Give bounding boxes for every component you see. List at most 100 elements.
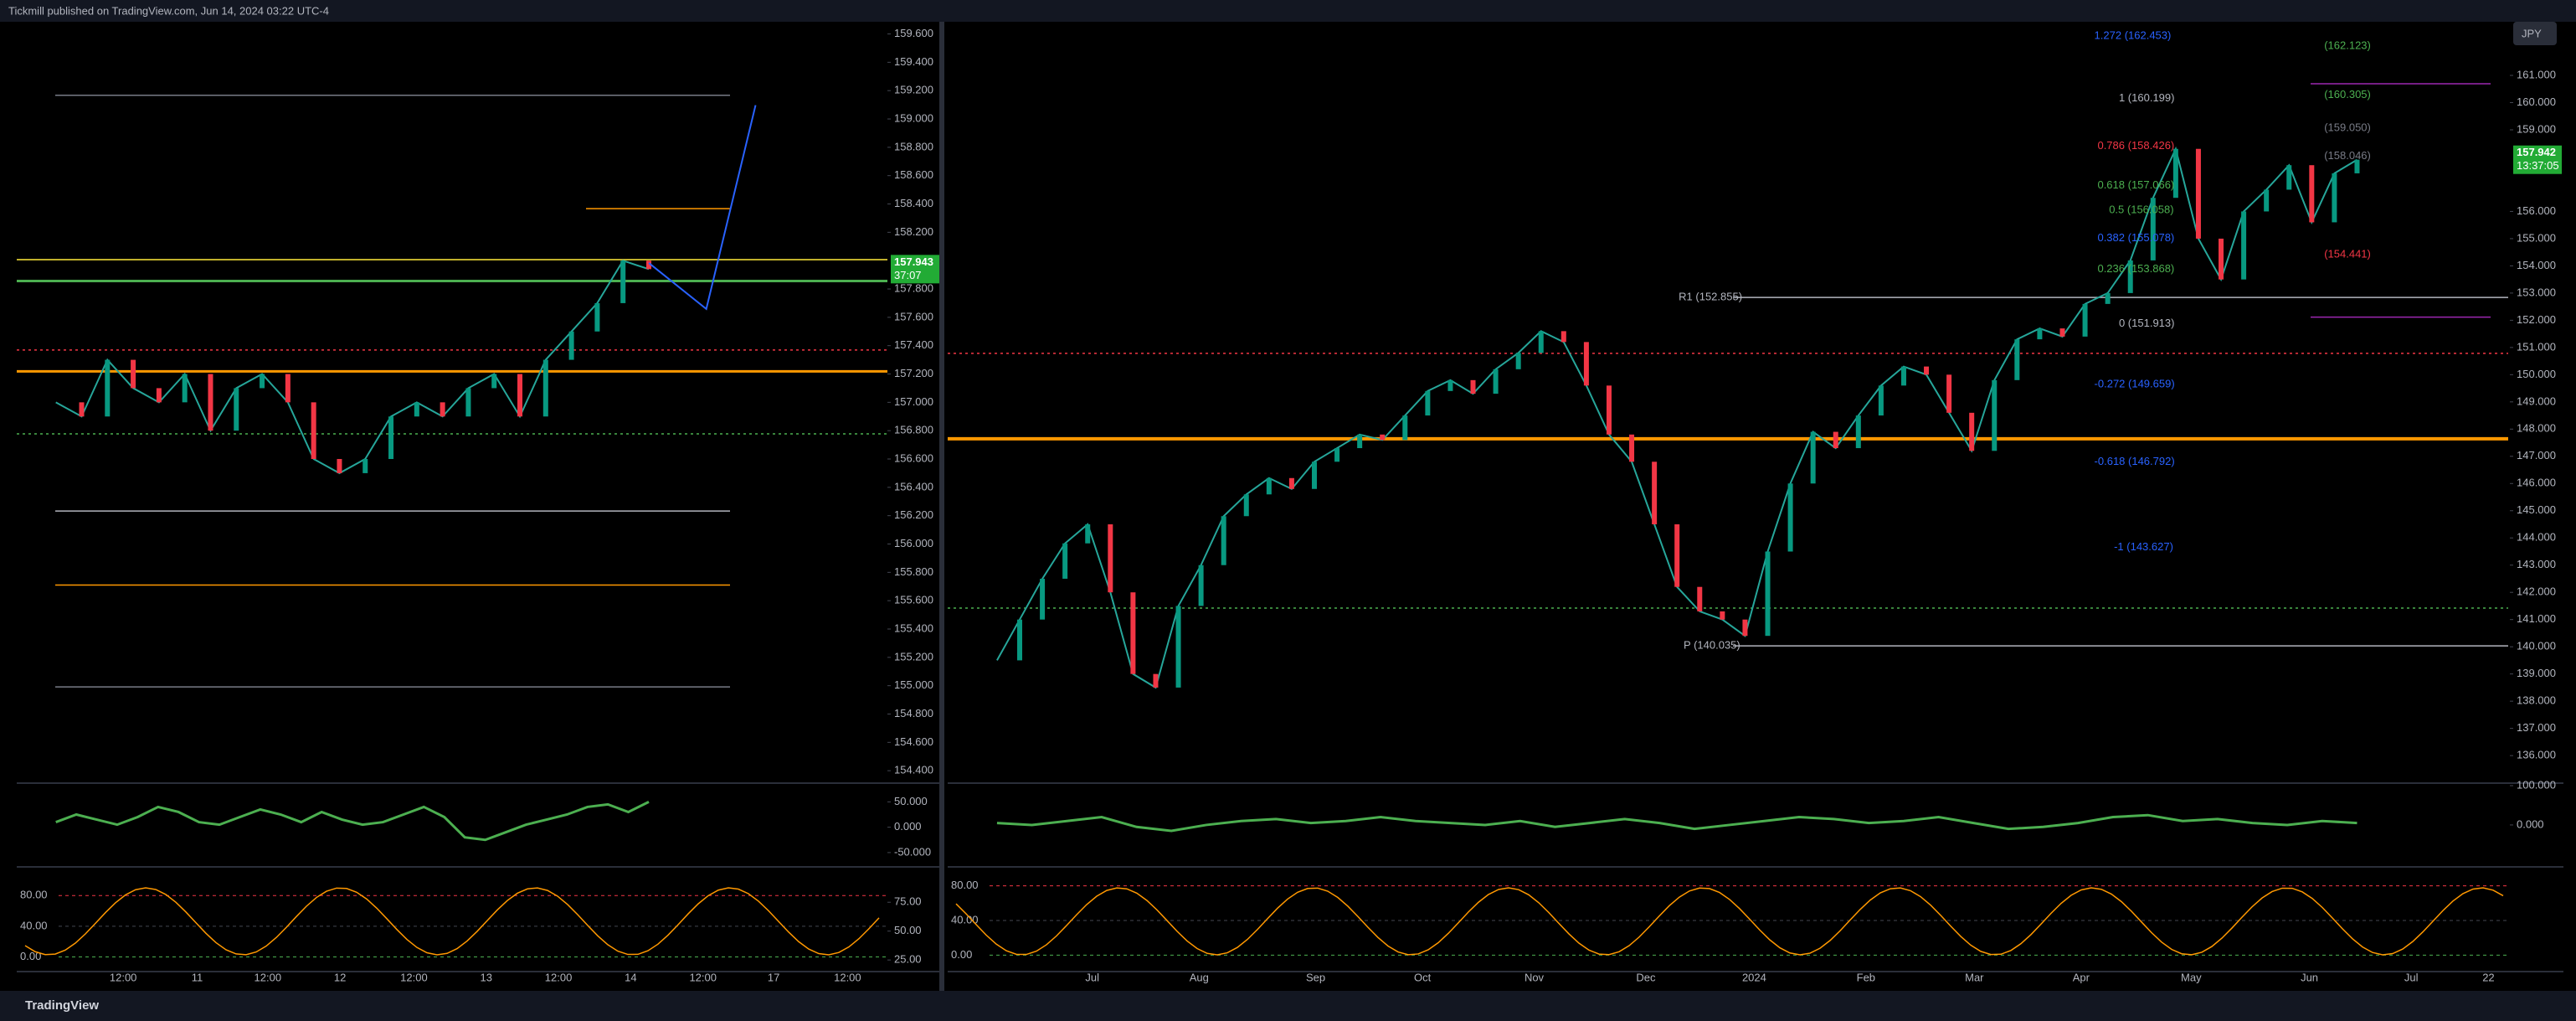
osc-tick-label: 25.00 — [894, 953, 922, 966]
osc-tick-label: 75.00 — [894, 895, 922, 908]
candle — [465, 388, 471, 417]
candle — [2195, 148, 2201, 239]
fib-label: 1.272 (162.453) — [2095, 29, 2172, 42]
header-bar — [0, 0, 2576, 22]
candle — [1561, 331, 1566, 343]
price-line — [55, 259, 650, 475]
x-tick-label: Sep — [1306, 971, 1325, 983]
candle — [2241, 211, 2247, 280]
fib-label: 0.618 (157.066) — [2097, 178, 2174, 191]
candle — [1062, 543, 1068, 579]
fib-label: 0.5 (156.058) — [2109, 204, 2173, 216]
candle — [1040, 578, 1046, 620]
candle — [260, 374, 265, 389]
oscillator-line — [55, 801, 650, 842]
y-tick-label: 142.000 — [2517, 585, 2556, 598]
y-tick-label: 144.000 — [2517, 531, 2556, 544]
fib-label: (162.123) — [2324, 39, 2371, 51]
publisher-text: Tickmill published on TradingView.com, J… — [8, 4, 329, 17]
y-tick-label: 156.000 — [2517, 204, 2556, 217]
price-tag-value: 157.943 — [894, 255, 933, 268]
x-tick-label: 12:00 — [110, 971, 137, 983]
candle — [1924, 366, 1930, 375]
candle — [1130, 592, 1136, 674]
y-tick-label: 156.600 — [894, 451, 933, 464]
candle — [285, 374, 291, 403]
stochastic-wave — [24, 887, 880, 956]
candle — [1311, 462, 1317, 489]
candle — [1742, 619, 1748, 637]
y-tick-label: 158.800 — [894, 140, 933, 152]
candle — [2264, 189, 2270, 212]
candle — [1697, 586, 1703, 611]
y-tick-label: 161.000 — [2517, 68, 2556, 80]
x-tick-label: 17 — [768, 971, 779, 983]
candle — [1652, 462, 1658, 525]
y-tick-label: 157.800 — [894, 281, 933, 294]
projection-line — [648, 105, 757, 311]
candle — [1425, 390, 1431, 416]
candle — [79, 402, 85, 417]
candle — [1878, 385, 1884, 416]
osc-tick-label: 100.000 — [2517, 778, 2556, 791]
currency-label: JPY — [2522, 27, 2542, 39]
fib-label: R1 (152.855) — [1679, 291, 1742, 303]
fib-label: 0 (151.913) — [2119, 317, 2175, 329]
candle — [337, 459, 342, 473]
y-tick-label: 152.000 — [2517, 313, 2556, 326]
candle — [1470, 379, 1476, 394]
x-tick-label: Feb — [1857, 971, 1875, 983]
x-tick-label: Jul — [1085, 971, 1099, 983]
currency-button[interactable] — [2513, 22, 2557, 45]
y-tick-label: 158.600 — [894, 168, 933, 181]
y-tick-label: 154.000 — [2517, 259, 2556, 271]
fib-label: 0.382 (155.078) — [2097, 231, 2174, 244]
y-tick-label: 159.000 — [894, 111, 933, 124]
candle — [1221, 516, 1226, 565]
fib-label: -0.272 (149.659) — [2095, 378, 2175, 390]
candle — [414, 402, 419, 417]
y-tick-label: 154.800 — [894, 707, 933, 719]
y-tick-label: 141.000 — [2517, 612, 2556, 625]
osc-tick-label: 0.000 — [2517, 817, 2544, 830]
candle — [1833, 431, 1838, 449]
candle — [620, 260, 626, 303]
x-tick-label: Mar — [1965, 971, 1984, 983]
candle — [2105, 292, 2111, 304]
y-tick-label: 145.000 — [2517, 503, 2556, 516]
footer-bar — [0, 991, 2576, 1021]
osc-tick-label: 50.00 — [894, 924, 922, 936]
candle — [1175, 606, 1181, 688]
x-tick-label: 12:00 — [545, 971, 573, 983]
candle — [182, 374, 188, 403]
x-tick-label: 22 — [2482, 971, 2494, 983]
x-tick-label: Aug — [1190, 971, 1209, 983]
candle — [517, 374, 523, 417]
osc-tick-label: 50.000 — [894, 795, 928, 807]
x-tick-label: 13 — [481, 971, 492, 983]
candle — [1334, 448, 1340, 462]
candle — [2059, 328, 2065, 337]
y-tick-label: 153.000 — [2517, 286, 2556, 298]
y-tick-label: 155.200 — [894, 650, 933, 663]
fib-label: -0.618 (146.792) — [2095, 455, 2175, 467]
candle — [105, 359, 111, 417]
x-tick-label: 12:00 — [834, 971, 861, 983]
candle — [311, 402, 316, 460]
candle — [645, 260, 651, 270]
candle — [131, 359, 136, 389]
candle — [1606, 385, 1612, 435]
fib-label: 1 (160.199) — [2119, 91, 2175, 104]
candle — [1108, 524, 1113, 593]
candle — [1969, 412, 1975, 451]
y-tick-label: 143.000 — [2517, 558, 2556, 570]
x-tick-label: 12:00 — [689, 971, 717, 983]
x-tick-label: May — [2181, 971, 2202, 983]
candle — [234, 388, 239, 431]
x-tick-label: 12:00 — [255, 971, 282, 983]
candle — [1720, 611, 1725, 620]
y-tick-label: 159.200 — [894, 84, 933, 96]
y-tick-label: 147.000 — [2517, 449, 2556, 462]
y-tick-label: 159.600 — [894, 27, 933, 39]
osc-tick-label: -50.000 — [894, 845, 931, 858]
